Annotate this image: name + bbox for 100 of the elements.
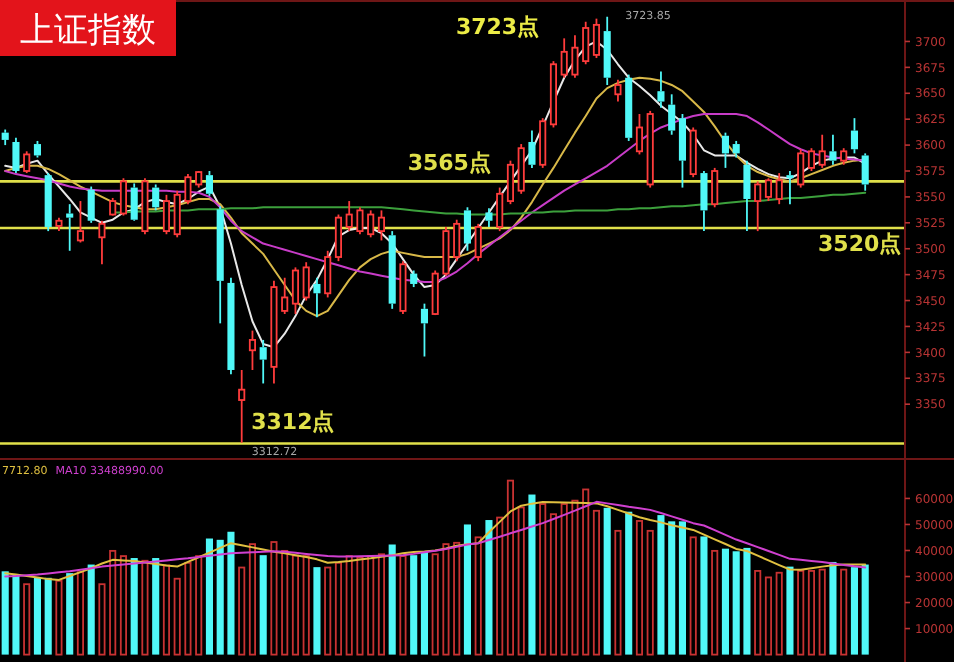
bar bbox=[313, 567, 321, 655]
bar bbox=[807, 570, 815, 656]
bar bbox=[818, 568, 826, 656]
candlestick bbox=[786, 170, 794, 206]
bar bbox=[87, 564, 95, 655]
candlestick bbox=[743, 159, 751, 233]
candlestick bbox=[130, 182, 138, 220]
candlestick bbox=[259, 339, 267, 385]
candlestick bbox=[528, 129, 536, 169]
bar bbox=[463, 524, 471, 655]
bar bbox=[388, 544, 396, 655]
candlestick bbox=[754, 180, 762, 233]
bar bbox=[130, 558, 138, 655]
bar bbox=[44, 577, 52, 655]
bar bbox=[506, 479, 514, 656]
bar bbox=[399, 555, 407, 656]
candlestick bbox=[603, 15, 611, 86]
bar bbox=[420, 551, 428, 655]
bar bbox=[775, 571, 783, 656]
candlestick bbox=[66, 203, 74, 252]
bar bbox=[721, 548, 729, 655]
title-box: 上证指数 bbox=[0, 0, 176, 56]
bar bbox=[367, 555, 375, 656]
bar bbox=[582, 488, 590, 656]
candlestick bbox=[238, 369, 246, 444]
bar bbox=[205, 538, 213, 655]
ref-line-label: 3312点 bbox=[251, 408, 335, 435]
bar bbox=[270, 541, 278, 656]
bar bbox=[614, 529, 622, 656]
bar bbox=[840, 568, 848, 656]
ref-line-label: 3520点 bbox=[818, 231, 902, 257]
candlestick bbox=[1, 128, 9, 146]
bar bbox=[829, 561, 837, 655]
candlestick bbox=[12, 136, 20, 174]
bar bbox=[324, 566, 332, 656]
bar bbox=[754, 570, 762, 656]
candlestick bbox=[388, 230, 396, 310]
bar bbox=[668, 521, 676, 655]
bar bbox=[55, 579, 63, 656]
bar bbox=[592, 509, 600, 656]
candlestick bbox=[829, 133, 837, 166]
candlestick bbox=[410, 269, 418, 288]
bar bbox=[141, 559, 149, 656]
bar bbox=[797, 570, 805, 656]
bar bbox=[700, 536, 708, 655]
bar bbox=[410, 555, 418, 655]
candlestick bbox=[87, 185, 95, 224]
bar bbox=[334, 561, 342, 656]
bar bbox=[711, 549, 719, 656]
candlestick bbox=[270, 279, 278, 385]
candlestick bbox=[861, 152, 869, 192]
bar bbox=[291, 554, 299, 656]
bar bbox=[764, 576, 772, 656]
bar bbox=[657, 515, 665, 655]
bar bbox=[66, 573, 74, 655]
bar bbox=[109, 549, 117, 656]
bar bbox=[549, 513, 557, 656]
candlestick bbox=[732, 140, 740, 159]
bar bbox=[786, 566, 794, 655]
candlestick bbox=[152, 183, 160, 212]
bar bbox=[76, 571, 84, 656]
bar bbox=[377, 553, 385, 656]
bar bbox=[162, 564, 170, 656]
annotation: 3723点 bbox=[455, 13, 540, 40]
bar bbox=[281, 549, 289, 656]
candlestick bbox=[227, 276, 235, 376]
bar bbox=[259, 555, 267, 655]
bar bbox=[625, 511, 633, 655]
candlestick bbox=[625, 73, 633, 142]
bar bbox=[119, 555, 127, 656]
bar bbox=[453, 541, 461, 656]
candlestick bbox=[216, 205, 224, 325]
bar bbox=[850, 567, 858, 655]
candlestick bbox=[485, 207, 493, 228]
candlestick bbox=[313, 276, 321, 319]
bar bbox=[689, 536, 697, 656]
candlestick bbox=[657, 70, 665, 109]
bar bbox=[485, 520, 493, 655]
bar bbox=[635, 520, 643, 656]
bar bbox=[678, 521, 686, 655]
candlestick bbox=[700, 170, 708, 233]
bar bbox=[238, 566, 246, 656]
candlestick bbox=[668, 93, 676, 136]
bar bbox=[517, 506, 525, 656]
bar bbox=[539, 503, 547, 656]
bar bbox=[152, 558, 160, 655]
chart-title: 上证指数 bbox=[20, 11, 156, 51]
bar bbox=[33, 577, 41, 655]
bar bbox=[528, 494, 536, 655]
bar bbox=[302, 555, 310, 656]
bar bbox=[861, 564, 869, 655]
bar bbox=[646, 529, 654, 656]
bar bbox=[474, 536, 482, 656]
bar bbox=[23, 583, 31, 656]
bar bbox=[195, 555, 203, 656]
candlestick bbox=[44, 172, 52, 233]
bar bbox=[98, 583, 106, 656]
bar bbox=[603, 507, 611, 655]
ref-line-label: 3565点 bbox=[407, 150, 491, 177]
bar bbox=[248, 543, 256, 656]
